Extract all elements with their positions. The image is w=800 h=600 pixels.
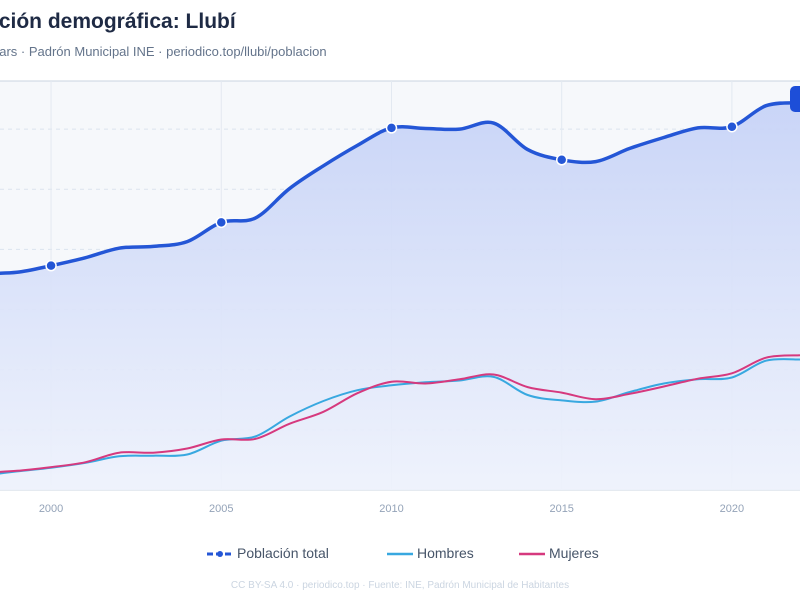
chart-title: ución demográfica: Llubí bbox=[0, 10, 236, 33]
x-tick-label: 2015 bbox=[549, 503, 573, 515]
x-tick-label: 2010 bbox=[379, 503, 403, 515]
x-tick-label: 2005 bbox=[209, 503, 233, 515]
data-point-total-2000[interactable] bbox=[45, 259, 57, 272]
legend-label-poblacion-total: Población total bbox=[237, 545, 329, 561]
area-poblacion-total bbox=[0, 102, 800, 490]
legend-swatch-mujeres bbox=[519, 552, 545, 556]
legend-label-mujeres: Mujeres bbox=[549, 545, 599, 561]
chart-menu-button[interactable] bbox=[790, 86, 800, 112]
legend-swatch-poblacion-total bbox=[207, 551, 233, 557]
legend: Población total Hombres Mujeres bbox=[0, 545, 800, 563]
legend-swatch-hombres bbox=[387, 552, 413, 556]
legend-label-hombres: Hombres bbox=[417, 545, 474, 561]
line-hombres bbox=[0, 358, 800, 475]
data-point-total-2015[interactable] bbox=[555, 154, 568, 166]
footer-credits: CC BY-SA 4.0 · periodico.top · Fuente: I… bbox=[230, 580, 570, 591]
chart-subtitle: ears · Padrón Municipal INE · periodico.… bbox=[0, 44, 327, 59]
data-point-total-2005[interactable] bbox=[215, 216, 228, 229]
line-mujeres bbox=[0, 354, 800, 473]
data-point-total-2020[interactable] bbox=[726, 120, 738, 133]
x-tick-label: 2000 bbox=[39, 503, 63, 515]
x-tick-label: 2020 bbox=[720, 503, 744, 515]
data-point-total-2010[interactable] bbox=[385, 122, 398, 134]
